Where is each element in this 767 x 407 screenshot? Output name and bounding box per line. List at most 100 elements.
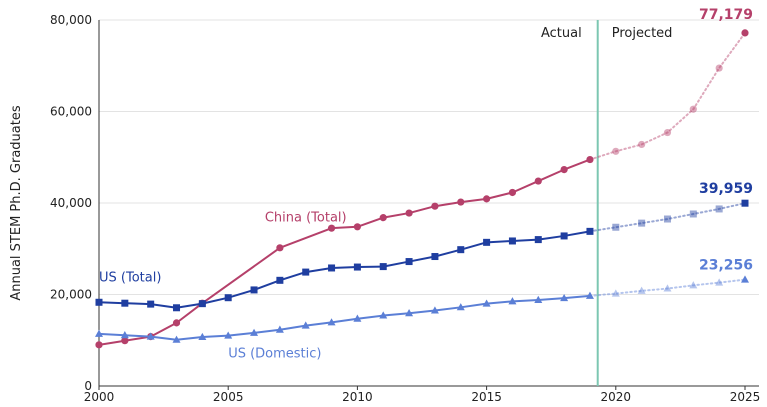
x-tick-label: 2015 [471, 390, 502, 404]
data-point [534, 295, 543, 303]
y-axis-title: Annual STEM Ph.D. Graduates [9, 105, 24, 301]
end-value-label: 23,256 [699, 258, 753, 274]
data-point [120, 331, 129, 339]
grid-lines [99, 19, 759, 295]
data-point [147, 300, 155, 308]
x-tick-label: 2025 [730, 390, 761, 404]
axes [98, 20, 759, 390]
data-point [250, 328, 259, 336]
data-point [431, 253, 439, 261]
data-point [405, 309, 414, 317]
data-point [430, 306, 439, 314]
data-point [198, 332, 207, 341]
projected-line [588, 202, 746, 233]
data-point [172, 319, 181, 327]
projected-point [715, 64, 723, 72]
projected-point [663, 128, 672, 137]
y-tick-label: 40,000 [50, 196, 92, 210]
data-point [534, 177, 542, 185]
data-point [353, 223, 361, 231]
projected-line [588, 278, 746, 297]
projected-end-point [741, 29, 749, 37]
projected-point [612, 223, 620, 231]
data-point [327, 224, 336, 232]
data-point [328, 264, 336, 272]
data-point [250, 286, 258, 294]
data-point [146, 332, 155, 340]
x-tick-label: 2000 [84, 390, 115, 404]
data-point [224, 331, 233, 339]
data-point [379, 311, 388, 319]
projected-point [715, 278, 724, 286]
data-point [95, 298, 103, 306]
series-us-domestic [95, 275, 749, 343]
data-point [560, 232, 568, 240]
series-china-total [95, 29, 749, 349]
y-tick-label: 0 [84, 379, 92, 393]
data-point [198, 300, 206, 308]
data-point [172, 335, 181, 343]
projected-point [689, 210, 697, 218]
projected-point [689, 281, 698, 289]
projected-point [638, 140, 646, 149]
y-tick-label: 80,000 [50, 13, 92, 27]
tick-labels: 0 20,000 40,000 60,000 80,000 2000 2005 2010 201… [50, 13, 760, 404]
projected-end-point [741, 199, 749, 207]
y-tick-label: 20,000 [50, 288, 92, 302]
data-point [560, 166, 568, 174]
data-point [431, 202, 439, 210]
data-point [173, 304, 181, 312]
data-point [483, 238, 491, 246]
data-point [327, 318, 336, 326]
data-point [456, 303, 465, 311]
data-point [121, 337, 129, 345]
actual-line [98, 230, 591, 309]
projected-point [663, 215, 671, 223]
data-point [534, 236, 542, 244]
data-point [121, 299, 129, 307]
projected-line [588, 31, 746, 161]
end-value-label: 77,179 [699, 7, 753, 23]
series-label: China (Total) [265, 210, 347, 225]
data-point [353, 314, 362, 322]
actual-region-label: Actual [541, 26, 582, 41]
x-tick-label: 2020 [601, 390, 632, 404]
data-point [560, 293, 569, 302]
end-value-label: 39,959 [699, 181, 753, 197]
data-point [508, 297, 517, 305]
data-point [586, 155, 594, 164]
data-point [483, 195, 491, 203]
data-point [301, 321, 310, 329]
data-point [457, 198, 465, 206]
data-point [302, 268, 310, 276]
projected-point [715, 205, 723, 213]
projected-point [637, 286, 646, 294]
data-point [508, 237, 516, 245]
data-point [224, 294, 232, 302]
data-point [482, 299, 491, 307]
data-point [508, 188, 517, 197]
data-point [585, 291, 594, 299]
x-tick-label: 2005 [213, 390, 244, 404]
annotations: Annual STEM Ph.D. Graduates Actual Project… [9, 7, 753, 362]
projected-point [611, 289, 620, 297]
data-point [379, 214, 387, 222]
series-label: US (Total) [99, 271, 161, 286]
projected-point [612, 147, 620, 155]
data-point [275, 325, 284, 333]
data-point [405, 209, 413, 217]
series-label: US (Domestic) [228, 347, 321, 362]
series-group [95, 29, 749, 349]
data-point [95, 329, 103, 337]
projected-end-point [741, 275, 749, 283]
data-point [379, 263, 387, 271]
data-point [353, 263, 361, 271]
projected-point [638, 219, 646, 227]
series-us-total [95, 199, 749, 312]
data-point [95, 341, 103, 349]
y-tick-label: 60,000 [50, 105, 92, 119]
projected-point [663, 284, 672, 292]
data-point [586, 227, 594, 235]
actual-line [98, 158, 591, 346]
